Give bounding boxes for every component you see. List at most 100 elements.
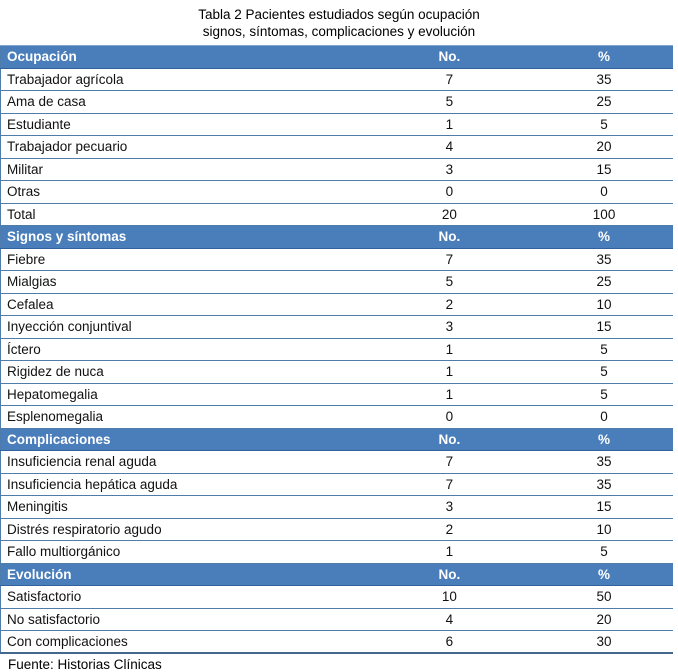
section-header-row: Complicaciones No.% (0, 427, 673, 451)
row-label-cell: No satisfactorio (0, 608, 364, 631)
row-no-cell: 3 (363, 495, 536, 519)
row-no-cell: 1 (363, 113, 536, 136)
column-header-no: No. (363, 45, 536, 69)
row-no-cell: 3 (363, 315, 536, 339)
table-row: Meningitis 3 15 (0, 495, 673, 519)
row-pct-cell: 35 (535, 450, 673, 474)
table-row: Mialgias 5 25 (0, 270, 673, 294)
row-pct-cell: 25 (535, 90, 673, 114)
row-pct-cell: 20 (535, 135, 673, 159)
row-no-cell: 2 (363, 518, 536, 541)
section-header-row: Ocupación No.% (0, 45, 673, 69)
section-header-label: Evolución (0, 562, 364, 586)
row-no-cell: 6 (363, 630, 536, 654)
table-row: Militar 3 15 (0, 158, 673, 181)
row-label-cell: Fiebre (0, 248, 364, 271)
table-title-line2: signos, síntomas, complicaciones y evolu… (202, 24, 476, 39)
column-header-pct: % (535, 427, 673, 451)
row-no-cell: 4 (363, 608, 536, 631)
row-no-cell: 10 (363, 585, 536, 609)
row-pct-cell: 5 (535, 338, 673, 361)
table-row: Satisfactorio 10 50 (0, 585, 673, 609)
table-row: Esplenomegalia 0 0 (0, 405, 673, 429)
row-pct-cell: 5 (535, 383, 673, 406)
row-pct-cell: 50 (535, 585, 673, 609)
row-no-cell: 4 (363, 135, 536, 159)
row-label-cell: Esplenomegalia (0, 405, 364, 429)
row-pct-cell: 20 (535, 608, 673, 631)
row-pct-cell: 35 (535, 68, 673, 91)
row-no-cell: 1 (363, 540, 536, 564)
row-no-cell: 0 (363, 180, 536, 204)
row-no-cell: 3 (363, 158, 536, 181)
source-note: Fuente: Historias Clínicas (8, 657, 162, 672)
row-no-cell: 2 (363, 293, 536, 316)
table-row: Estudiante 1 5 (0, 113, 673, 136)
row-pct-cell: 15 (535, 158, 673, 181)
row-label-cell: Inyección conjuntival (0, 315, 364, 339)
column-header-no: No. (363, 562, 536, 586)
row-label-cell: Ama de casa (0, 90, 364, 114)
table-row: No satisfactorio 4 20 (0, 608, 673, 631)
row-pct-cell: 15 (535, 495, 673, 519)
table-title: Tabla 2 Pacientes estudiados según ocupa… (0, 0, 678, 40)
row-label-cell: Trabajador agrícola (0, 68, 364, 91)
section-header-row: Signos y síntomas No.% (0, 225, 673, 249)
row-label-cell: Con complicaciones (0, 630, 364, 654)
table-row: Otras 0 0 (0, 180, 673, 204)
row-pct-cell: 5 (535, 113, 673, 136)
section-header-label: Complicaciones (0, 427, 364, 451)
column-header-no: No. (363, 427, 536, 451)
table-row: Fallo multiorgánico 1 5 (0, 540, 673, 564)
row-pct-cell: 30 (535, 630, 673, 654)
table-row: Fiebre 7 35 (0, 248, 673, 271)
row-no-cell: 0 (363, 405, 536, 429)
row-pct-cell: 35 (535, 248, 673, 271)
patients-table: Ocupación No.% Trabajador agrícola 7 35 Ama d… (0, 45, 673, 654)
row-label-cell: Cefalea (0, 293, 364, 316)
column-header-no: No. (363, 225, 536, 249)
table-row: Con complicaciones 6 30 (0, 630, 673, 654)
row-no-cell: 1 (363, 360, 536, 384)
table-row: Ama de casa 5 25 (0, 90, 673, 114)
section-header-label: Signos y síntomas (0, 225, 364, 249)
row-no-cell: 5 (363, 90, 536, 114)
row-label-cell: Meningitis (0, 495, 364, 519)
table-title-line1: Tabla 2 Pacientes estudiados según ocupa… (198, 7, 480, 22)
row-label-cell: Insuficiencia hepática aguda (0, 473, 364, 496)
row-label-cell: Trabajador pecuario (0, 135, 364, 159)
row-label-cell: Insuficiencia renal aguda (0, 450, 364, 474)
row-no-cell: 7 (363, 68, 536, 91)
row-label-cell: Total (0, 203, 364, 226)
row-pct-cell: 5 (535, 540, 673, 564)
row-no-cell: 7 (363, 473, 536, 496)
table-row: Insuficiencia hepática aguda 7 35 (0, 473, 673, 496)
row-no-cell: 7 (363, 450, 536, 474)
row-label-cell: Fallo multiorgánico (0, 540, 364, 564)
row-label-cell: Distrés respiratorio agudo (0, 518, 364, 541)
table-row: Cefalea 2 10 (0, 293, 673, 316)
table-row: Trabajador agrícola 7 35 (0, 68, 673, 91)
table-body: Ocupación No.% Trabajador agrícola 7 35 Ama d… (0, 45, 673, 654)
table-row: Total 20 100 (0, 203, 673, 226)
row-label-cell: Estudiante (0, 113, 364, 136)
row-no-cell: 5 (363, 270, 536, 294)
row-label-cell: Mialgias (0, 270, 364, 294)
table-row: Hepatomegalia 1 5 (0, 383, 673, 406)
row-pct-cell: 100 (535, 203, 673, 226)
table-row: Trabajador pecuario 4 20 (0, 135, 673, 159)
row-label-cell: Satisfactorio (0, 585, 364, 609)
row-no-cell: 1 (363, 338, 536, 361)
row-label-cell: Otras (0, 180, 364, 204)
row-pct-cell: 10 (535, 518, 673, 541)
row-pct-cell: 10 (535, 293, 673, 316)
table-row: Íctero 1 5 (0, 338, 673, 361)
row-label-cell: Militar (0, 158, 364, 181)
row-label-cell: Rigidez de nuca (0, 360, 364, 384)
table-row: Inyección conjuntival 3 15 (0, 315, 673, 339)
table-row: Distrés respiratorio agudo 2 10 (0, 518, 673, 541)
column-header-pct: % (535, 225, 673, 249)
row-label-cell: Hepatomegalia (0, 383, 364, 406)
row-pct-cell: 25 (535, 270, 673, 294)
